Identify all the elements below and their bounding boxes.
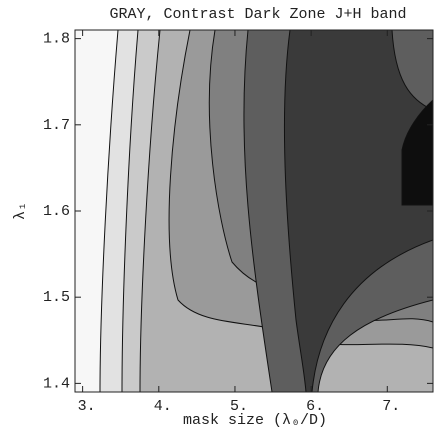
x-tick-label: 6. [306, 398, 324, 415]
x-tick-label: 5. [230, 398, 248, 415]
y-tick-label: 1.5 [43, 289, 70, 306]
x-axis-label: mask size (λ₀/D) [183, 412, 327, 429]
y-tick-label: 1.6 [43, 203, 70, 220]
contour-bands [75, 30, 433, 392]
contour-band [283, 30, 433, 392]
x-tick-label: 4. [154, 398, 172, 415]
x-tick-label: 7. [382, 398, 400, 415]
y-axis-label: λ₁ [12, 202, 29, 220]
contour-band [401, 99, 433, 206]
chart-title: GRAY, Contrast Dark Zone J+H band [109, 6, 406, 23]
y-tick-label: 1.4 [43, 375, 70, 392]
y-tick-label: 1.8 [43, 31, 70, 48]
y-tick-label: 1.7 [43, 117, 70, 134]
x-tick-label: 3. [78, 398, 96, 415]
